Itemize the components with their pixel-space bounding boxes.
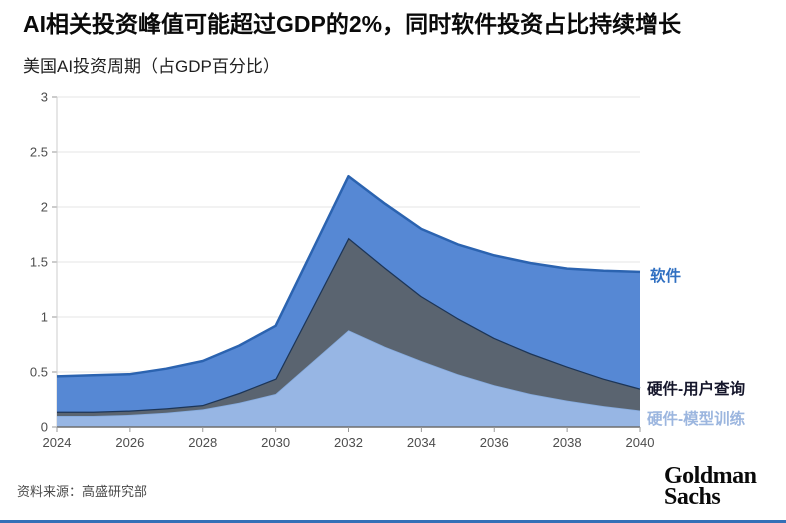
y-axis-label: 2: [41, 200, 48, 215]
legend-label-software: 软件: [650, 268, 682, 285]
bottom-accent-bar: [0, 520, 786, 523]
x-axis-label: 2040: [626, 435, 655, 450]
area-software: [57, 176, 640, 412]
x-axis-label: 2028: [188, 435, 217, 450]
y-axis-label: 3: [41, 90, 48, 105]
source-note: 资料来源：高盛研究部: [17, 484, 148, 499]
page-title: AI相关投资峰值可能超过GDP的2%，同时软件投资占比持续增长: [23, 11, 682, 37]
y-axis-label: 1.5: [30, 255, 48, 270]
y-axis-label: 2.5: [30, 145, 48, 160]
area-top-line-software: [56, 174, 641, 378]
chart-subtitle: 美国AI投资周期（占GDP百分比）: [23, 57, 280, 76]
x-axis-label: 2034: [407, 435, 436, 450]
legend-label-hardware-user-queries: 硬件-用户查询: [647, 381, 746, 398]
x-axis-label: 2024: [43, 435, 72, 450]
x-axis-label: 2030: [261, 435, 290, 450]
goldman-sachs-logo: Goldman Sachs: [664, 463, 764, 510]
x-axis-label: 2032: [334, 435, 363, 450]
area-hardware-model-training: [57, 330, 640, 427]
goldman-sachs-logo-line1: Goldman: [664, 463, 757, 489]
y-axis-label: 1: [41, 310, 48, 325]
y-axis-label: 0: [41, 420, 48, 435]
legend-label-hardware-model-training: 硬件-模型训练: [647, 411, 746, 428]
x-axis-label: 2036: [480, 435, 509, 450]
goldman-sachs-logo-line2: Sachs: [664, 484, 721, 510]
x-axis-label: 2038: [553, 435, 582, 450]
y-axis-label: 0.5: [30, 365, 48, 380]
area-hardware-user-queries: [57, 237, 640, 416]
x-axis-label: 2026: [115, 435, 144, 450]
